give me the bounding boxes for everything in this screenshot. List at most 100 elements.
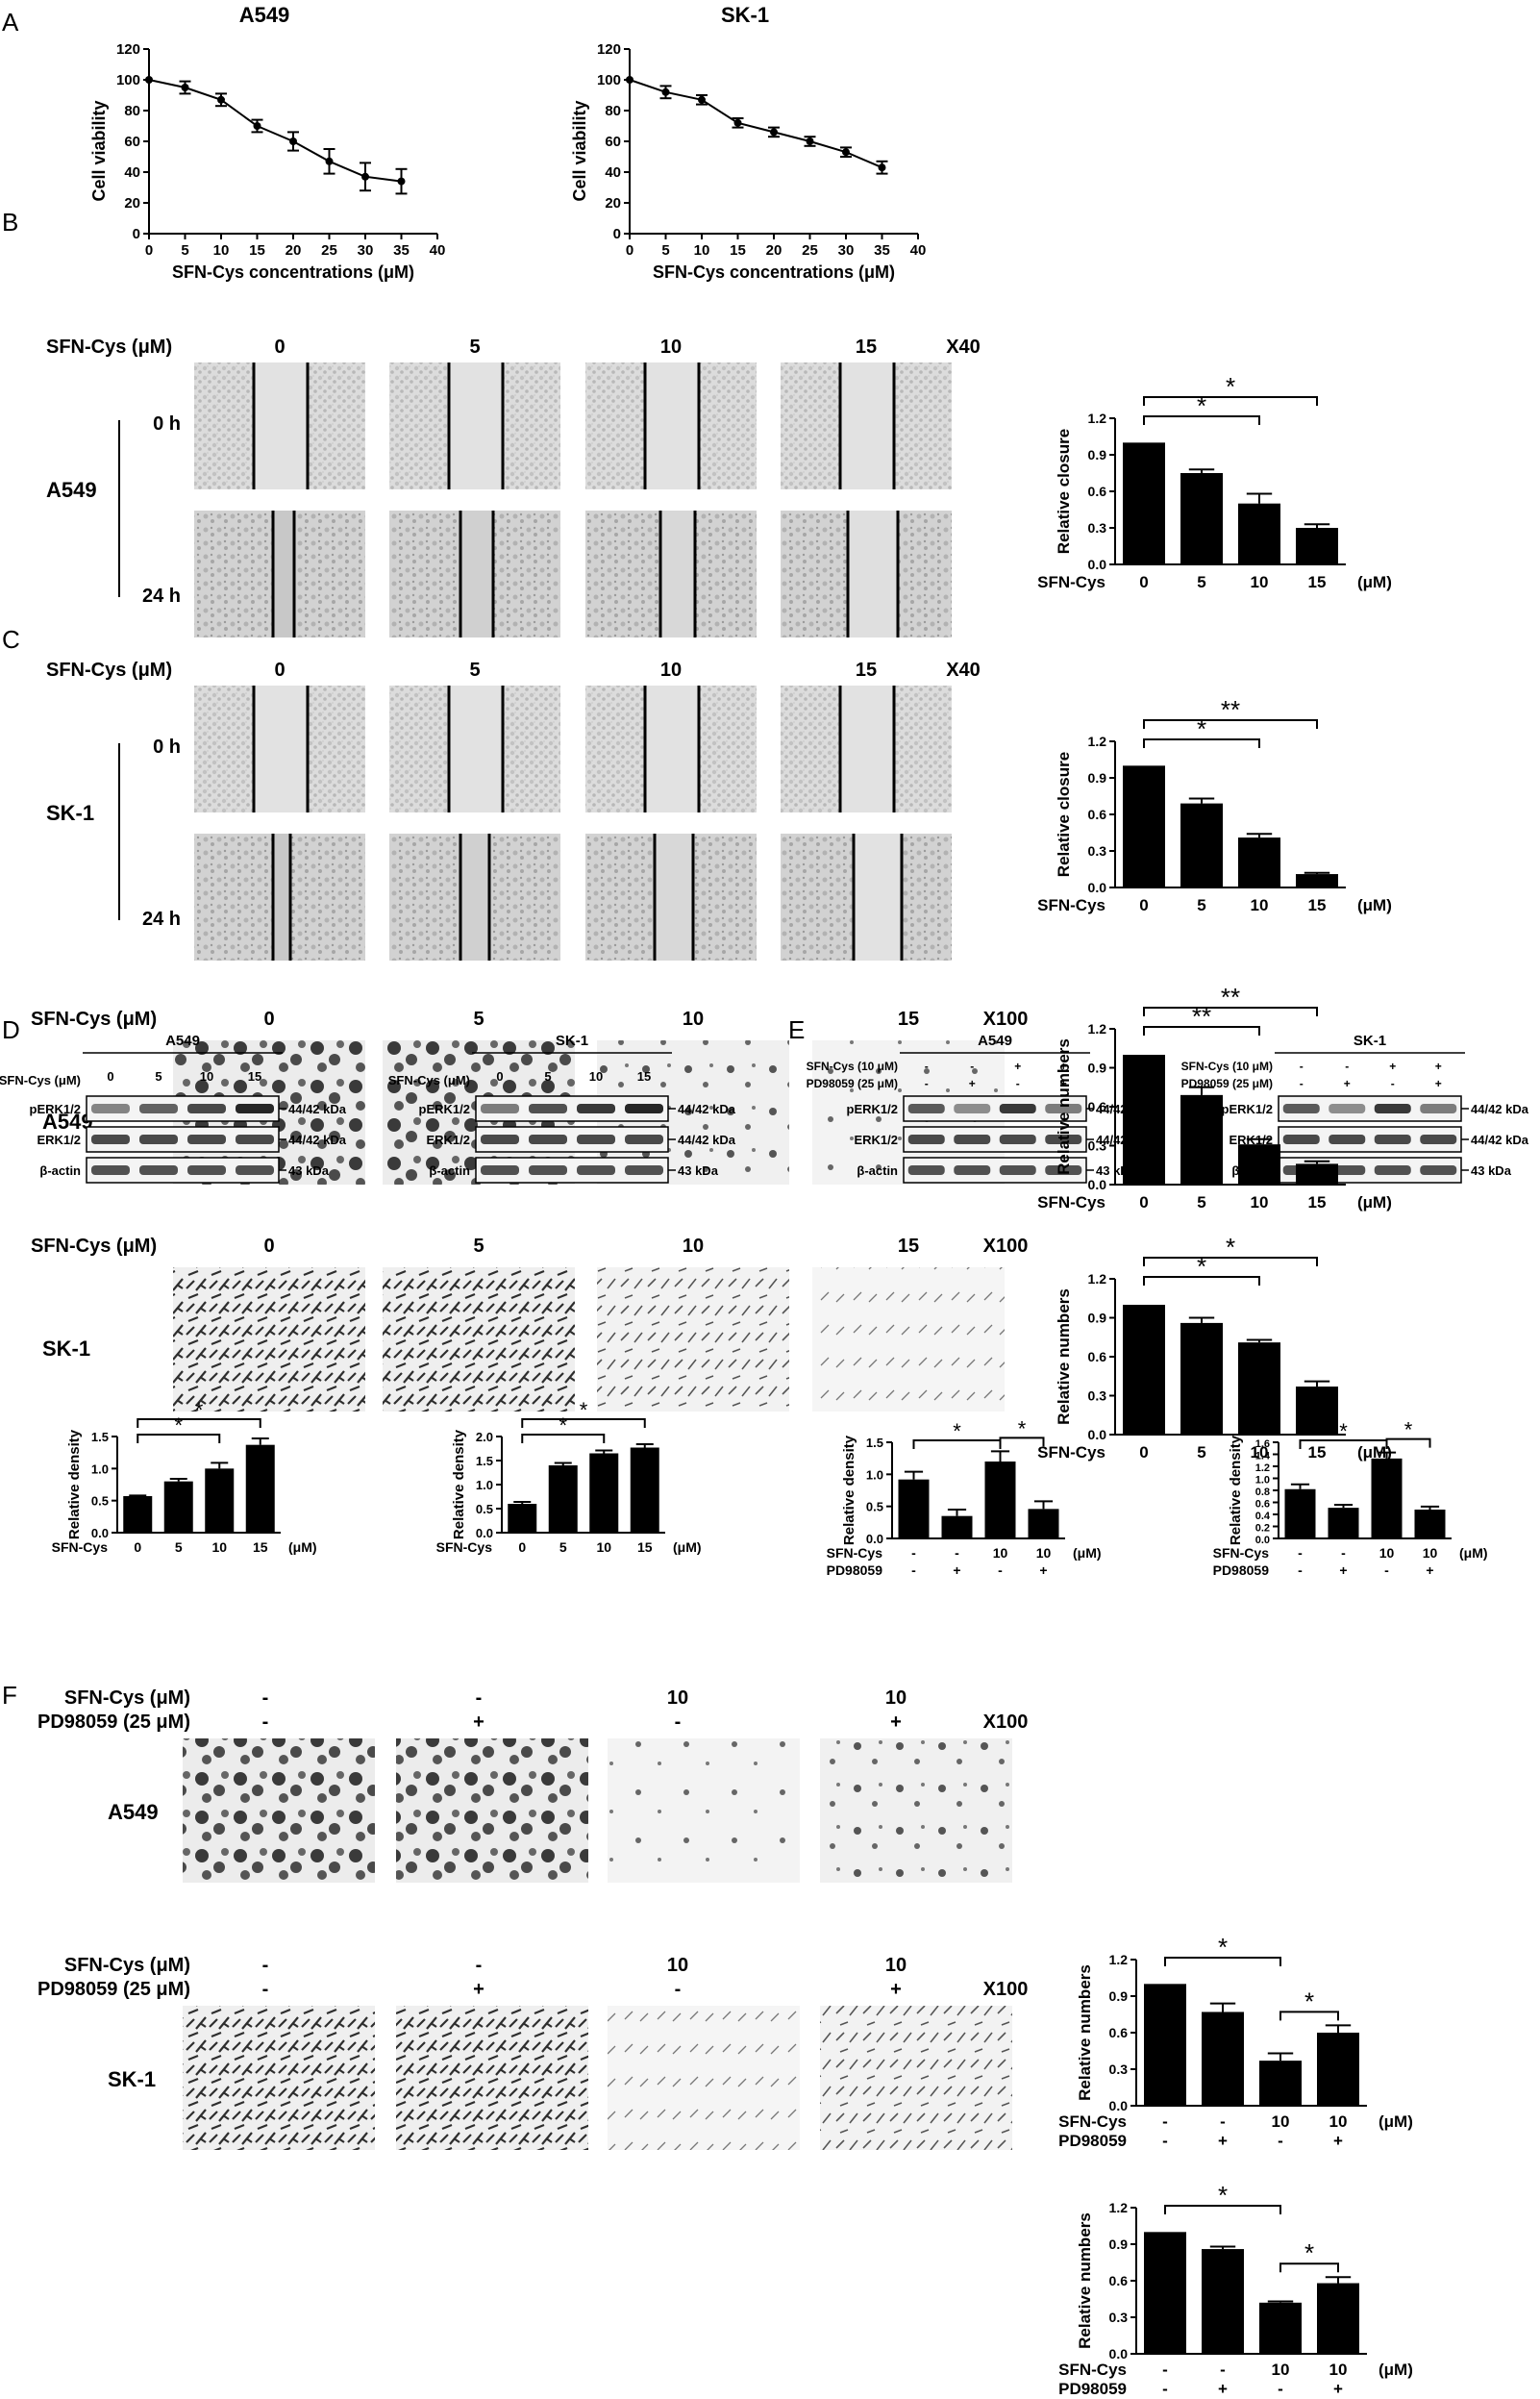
wound-gap (655, 834, 693, 961)
significance-label-1: * (580, 1398, 588, 1422)
bar-2 (1238, 837, 1280, 887)
significance-label-0: * (1197, 714, 1206, 743)
band-label-2: β-actin (39, 1163, 81, 1178)
x-tick-label: 30 (838, 242, 855, 259)
x-tick-label: 25 (321, 242, 337, 259)
header-label: SFN-Cys (μM) (31, 1236, 157, 1257)
concentration-label-1: 5 (473, 1009, 484, 1030)
y-tick-label: 0.9 (1088, 1311, 1107, 1326)
band-1-3 (625, 1135, 663, 1144)
micrograph-image (173, 1267, 365, 1412)
band-1-2 (577, 1135, 615, 1144)
wound-gap (854, 834, 902, 961)
chart-B-SK1: 0.0 0.3 0.6 0.9 1.2 Relative closure SFN-Cys 0 5… (1037, 695, 1392, 914)
category2-label-1: + (1218, 2380, 1228, 2398)
size-label-1: 44/42 kDa (678, 1133, 736, 1147)
significance-label-0: * (1218, 1933, 1228, 1962)
category-label-1: - (955, 1545, 959, 1561)
magnification-label: X40 (946, 660, 981, 681)
y-tick-label: 60 (605, 134, 621, 150)
category-label-1: 5 (1197, 896, 1205, 914)
series-line (148, 79, 402, 183)
panel-E-blot-0: A549 SFN-Cys (10 μM) PD98059 (25 μM) - - + + - +… (807, 1033, 1155, 1184)
significance-label-1: * (1404, 1418, 1413, 1442)
row-label: SFN-Cys (827, 1545, 883, 1561)
y-tick-label: 0.0 (1088, 1177, 1107, 1192)
wound-gap (273, 834, 290, 961)
sfn-label-2: 10 (667, 1955, 688, 1976)
pd-label-2: - (675, 1979, 682, 2000)
category-label-1: - (1341, 1545, 1346, 1561)
y-tick-label: 0.0 (866, 1532, 883, 1546)
chart-B-A549: 0.0 0.3 0.6 0.9 1.2 Relative closure SFN-Cys 0 5… (1037, 372, 1392, 591)
chart-A-A549: 0 5 10 15 20 25 30 35 40 0 20 40 60 80 100 120 A549 SFN-C… (89, 3, 445, 282)
y-tick-label: 0.0 (1088, 1427, 1107, 1442)
y-tick-label: 0.8 (1255, 1487, 1270, 1498)
category-label-3: 15 (1308, 1443, 1327, 1462)
y-tick-label: 1.0 (476, 1478, 493, 1492)
lane-label-0: 0 (107, 1069, 113, 1084)
significance-bracket-0 (137, 1434, 221, 1443)
significance-label-0: * (953, 1419, 961, 1443)
panel-letter-C: C (2, 625, 20, 654)
micrograph-image (812, 1267, 1005, 1412)
y-tick-label: 0.4 (1255, 1511, 1271, 1522)
y-tick-label: 40 (605, 164, 621, 181)
category-label-0: 0 (518, 1539, 526, 1555)
y-tick-label: 1.2 (1088, 1271, 1107, 1287)
band-1-3 (236, 1135, 274, 1144)
x-tick-label: 20 (766, 242, 782, 259)
category-label-3: 15 (637, 1539, 653, 1555)
bar-3 (245, 1444, 275, 1533)
bar-2 (589, 1453, 619, 1533)
scratch-24h-1 (389, 834, 560, 961)
sfn-label-0: - (262, 1955, 269, 1976)
y-axis-label: Relative numbers (1055, 1038, 1073, 1175)
category-label-3: 15 (1308, 1193, 1327, 1212)
category-label-1: 5 (1197, 1193, 1205, 1212)
data-point-4 (770, 128, 778, 137)
data-point-7 (397, 177, 406, 186)
bar-0 (1144, 2232, 1186, 2354)
band-1-2 (187, 1135, 226, 1144)
y-axis-label: Relative density (66, 1429, 83, 1539)
time-label-1: 24 h (142, 909, 181, 930)
concentration-label-0: 0 (263, 1236, 274, 1257)
lane-label-3: 15 (248, 1069, 261, 1084)
size-label-2: 43 kDa (678, 1163, 719, 1178)
significance-bracket-1 (1143, 719, 1318, 729)
pd-label-3: + (890, 1979, 902, 2000)
pd-label-1: + (473, 1979, 484, 2000)
panel-letter-F: F (2, 1681, 17, 1710)
y-tick-label: 1.4 (1255, 1451, 1271, 1462)
lane-pd-3: + (1060, 1077, 1067, 1090)
band-1-3 (1045, 1135, 1082, 1144)
y-tick-label: 0.5 (476, 1502, 493, 1516)
y-tick-label: 1.0 (1255, 1475, 1270, 1487)
concentration-label-2: 10 (660, 660, 682, 681)
category-label-2: 10 (1251, 1193, 1269, 1212)
significance-label-1: * (1226, 372, 1235, 401)
row-label-0: SFN-Cys (μM) (64, 1687, 190, 1709)
series-line (629, 79, 882, 169)
band-0-1 (954, 1104, 991, 1113)
bar-1 (1328, 1508, 1359, 1538)
y-tick-label: 0.6 (1109, 2025, 1129, 2040)
band-1-0 (481, 1135, 519, 1144)
lane-sfn-0: - (1300, 1060, 1304, 1073)
y-tick-label: 0.6 (1088, 807, 1107, 822)
bar-1 (1180, 803, 1223, 887)
category-label-3: 10 (1423, 1545, 1438, 1561)
pd-label-0: - (262, 1712, 269, 1733)
category-label-2: 10 (1272, 2361, 1290, 2379)
y-axis-label: Relative numbers (1076, 1964, 1094, 2101)
band-label-0: pERK1/2 (1222, 1102, 1273, 1116)
concentration-label-3: 15 (898, 1009, 919, 1030)
category2-label-0: - (1162, 2380, 1168, 2398)
bar-0 (1123, 442, 1165, 564)
concentration-label-3: 15 (898, 1236, 919, 1257)
significance-bracket-0 (1143, 738, 1260, 748)
lane-label-2: 10 (200, 1069, 213, 1084)
bar-2 (1238, 1144, 1280, 1185)
band-1-0 (1282, 1135, 1320, 1144)
